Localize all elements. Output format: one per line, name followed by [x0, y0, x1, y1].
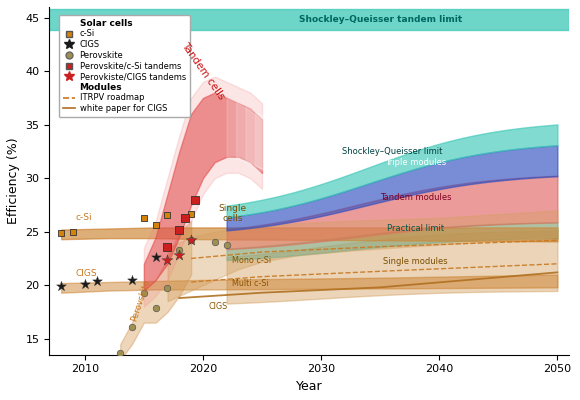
Text: Triple modules: Triple modules — [385, 158, 446, 167]
Point — [56, 230, 66, 236]
Text: Tandem cells: Tandem cells — [179, 40, 226, 101]
Text: Shockley–Queisser limit: Shockley–Queisser limit — [342, 147, 442, 156]
Text: Single modules: Single modules — [383, 257, 448, 266]
X-axis label: Year: Year — [296, 380, 322, 393]
Text: Shockley–Queisser tandem limit: Shockley–Queisser tandem limit — [299, 15, 462, 24]
Point — [151, 222, 160, 228]
Point — [222, 241, 231, 248]
Point — [163, 244, 172, 250]
Point — [115, 350, 125, 356]
Point — [190, 196, 200, 203]
Y-axis label: Efficiency (%): Efficiency (%) — [7, 138, 20, 224]
Text: Multi c-Si: Multi c-Si — [233, 279, 269, 288]
Text: CIGS: CIGS — [209, 302, 228, 311]
Point — [151, 304, 160, 311]
Text: Single
cells: Single cells — [219, 204, 246, 223]
Point — [175, 226, 184, 233]
Text: CIGS: CIGS — [75, 269, 97, 278]
Point — [175, 247, 184, 253]
Point — [128, 277, 137, 283]
Text: Mono c-Si: Mono c-Si — [233, 256, 271, 265]
Point — [163, 285, 172, 292]
Point — [56, 283, 66, 290]
Point — [180, 214, 190, 221]
Text: Perovskite: Perovskite — [130, 278, 152, 323]
Point — [175, 252, 184, 258]
Point — [210, 239, 219, 246]
Point — [187, 237, 196, 244]
Point — [163, 256, 172, 263]
Point — [68, 228, 78, 235]
Point — [80, 281, 89, 287]
Text: Practical limit: Practical limit — [387, 224, 444, 233]
Point — [163, 211, 172, 218]
Text: c-Si: c-Si — [75, 213, 92, 222]
Point — [92, 278, 101, 284]
Point — [139, 214, 148, 221]
Legend: Solar cells, c-Si, CIGS, Perovskite, Perovskite/c-Si tandems, Perovkiste/CIGS ta: Solar cells, c-Si, CIGS, Perovskite, Per… — [59, 14, 190, 117]
Text: Tandem modules: Tandem modules — [380, 193, 451, 202]
Point — [187, 237, 196, 244]
Bar — [49, 9, 569, 30]
Point — [128, 324, 137, 330]
Point — [187, 210, 196, 217]
Point — [151, 254, 160, 260]
Point — [139, 290, 148, 296]
